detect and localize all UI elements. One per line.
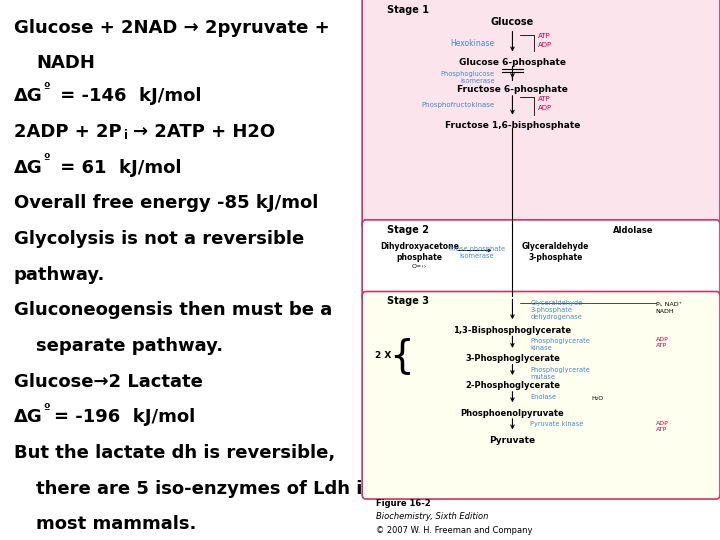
Text: 3-Phosphoglycerate: 3-Phosphoglycerate — [465, 354, 560, 363]
Text: NADH: NADH — [37, 54, 95, 72]
FancyBboxPatch shape — [362, 0, 720, 230]
Text: º: º — [44, 80, 50, 93]
Text: Glyceraldehyde
3-phosphate: Glyceraldehyde 3-phosphate — [522, 242, 589, 261]
Text: Enolase: Enolase — [531, 394, 557, 400]
Text: ΔG: ΔG — [14, 87, 42, 105]
Text: ΔG: ΔG — [14, 159, 42, 177]
Text: ADP: ADP — [656, 421, 668, 426]
Text: Overall free energy -85 kJ/mol: Overall free energy -85 kJ/mol — [14, 194, 318, 212]
Text: Fructose 1,6-bisphosphate: Fructose 1,6-bisphosphate — [445, 121, 580, 130]
Text: = 61  kJ/mol: = 61 kJ/mol — [54, 159, 181, 177]
Text: NADH: NADH — [656, 309, 674, 314]
Text: Biochemistry, Sixth Edition: Biochemistry, Sixth Edition — [377, 512, 489, 522]
Text: 2 X: 2 X — [375, 351, 392, 360]
Text: ATP: ATP — [656, 427, 667, 433]
Text: Stage 2: Stage 2 — [387, 225, 429, 235]
Text: ATP: ATP — [656, 343, 667, 348]
Text: there are 5 iso-enzymes of Ldh in: there are 5 iso-enzymes of Ldh in — [37, 480, 376, 497]
Text: ATP: ATP — [538, 96, 550, 102]
Text: separate pathway.: separate pathway. — [37, 337, 223, 355]
Text: 2ADP + 2P: 2ADP + 2P — [14, 123, 122, 141]
Text: ADP: ADP — [538, 42, 552, 48]
Text: → 2ATP + H2O: → 2ATP + H2O — [132, 123, 275, 141]
Text: © 2007 W. H. Freeman and Company: © 2007 W. H. Freeman and Company — [377, 526, 533, 535]
Text: Glycolysis is not a reversible: Glycolysis is not a reversible — [14, 230, 304, 248]
Text: pathway.: pathway. — [14, 266, 105, 284]
Text: º: º — [44, 151, 50, 164]
Text: ΔG: ΔG — [14, 408, 42, 426]
Text: Pᵢ, NAD⁺: Pᵢ, NAD⁺ — [656, 301, 681, 306]
Text: Pyruvate: Pyruvate — [490, 436, 536, 445]
Text: Glyceraldehyde
3-phosphate
dehydrogenase: Glyceraldehyde 3-phosphate dehydrogenase — [531, 300, 582, 320]
Text: ADP: ADP — [538, 105, 552, 111]
Text: {: { — [389, 337, 414, 375]
FancyBboxPatch shape — [362, 292, 720, 499]
Text: Gluconeogensis then must be a: Gluconeogensis then must be a — [14, 301, 332, 319]
FancyBboxPatch shape — [362, 220, 720, 301]
Text: Glucose 6-phosphate: Glucose 6-phosphate — [459, 58, 566, 68]
Text: Triose phosphate
isomerase: Triose phosphate isomerase — [448, 246, 505, 259]
Text: i: i — [125, 129, 128, 141]
Text: Aldolase: Aldolase — [613, 226, 653, 235]
Text: But the lactate dh is reversible,: But the lactate dh is reversible, — [14, 444, 335, 462]
Text: most mammals.: most mammals. — [37, 515, 197, 533]
Text: Stage 3: Stage 3 — [387, 296, 429, 307]
Text: Figure 16-2: Figure 16-2 — [377, 499, 431, 508]
Text: Hexokinase: Hexokinase — [451, 38, 495, 48]
Text: H₂O: H₂O — [591, 396, 603, 401]
Text: O=‹›: O=‹› — [412, 265, 427, 269]
Text: Glucose→2 Lactate: Glucose→2 Lactate — [14, 373, 203, 390]
Text: Phosphoglycerate
kinase: Phosphoglycerate kinase — [531, 338, 590, 351]
Text: 2-Phosphoglycerate: 2-Phosphoglycerate — [465, 381, 560, 390]
Text: Pyruvate kinase: Pyruvate kinase — [531, 421, 584, 427]
Text: Glucose: Glucose — [491, 17, 534, 28]
Text: Phosphoenolpyruvate: Phosphoenolpyruvate — [461, 409, 564, 417]
Text: Stage 1: Stage 1 — [387, 5, 429, 15]
Text: Glucose + 2NAD → 2pyruvate +: Glucose + 2NAD → 2pyruvate + — [14, 19, 330, 37]
Text: = -146  kJ/mol: = -146 kJ/mol — [54, 87, 202, 105]
Text: Fructose 6-phosphate: Fructose 6-phosphate — [457, 85, 568, 94]
Text: Phosphofructokinase: Phosphofructokinase — [421, 102, 495, 108]
Text: ATP: ATP — [538, 32, 550, 39]
Text: Dihydroxyacetone
phosphate: Dihydroxyacetone phosphate — [380, 242, 459, 261]
Text: Phosphoglucose
isomerase: Phosphoglucose isomerase — [441, 71, 495, 84]
Text: 1,3-Bisphosphoglycerate: 1,3-Bisphosphoglycerate — [454, 326, 572, 335]
Text: º: º — [44, 401, 50, 414]
Text: ADP: ADP — [656, 337, 668, 342]
Text: Phosphoglycerate
mutase: Phosphoglycerate mutase — [531, 367, 590, 380]
Text: = -196  kJ/mol: = -196 kJ/mol — [54, 408, 195, 426]
